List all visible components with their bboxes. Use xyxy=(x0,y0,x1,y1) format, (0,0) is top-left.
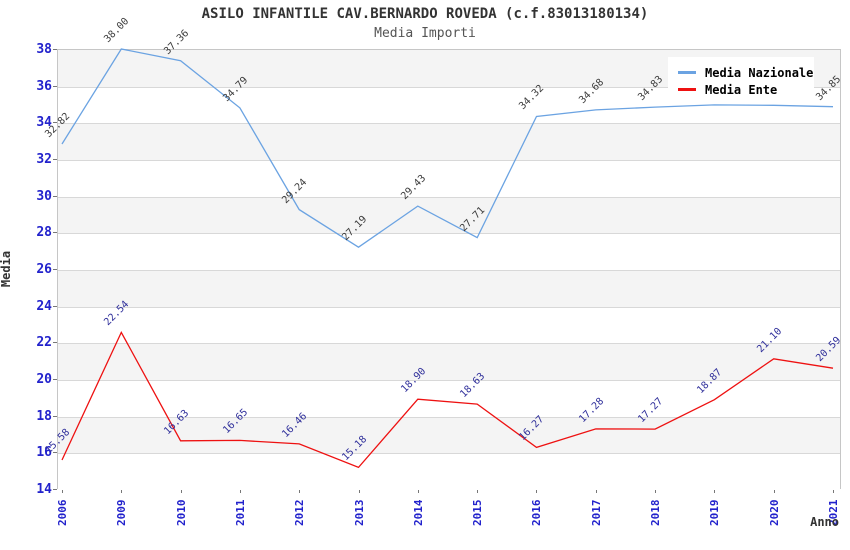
y-tick-mark xyxy=(53,489,57,490)
y-tick-mark xyxy=(53,415,57,417)
y-tick-mark xyxy=(53,122,57,124)
y-tick-mark xyxy=(53,305,57,307)
plot-band xyxy=(58,233,840,270)
media-nazionale-swatch-icon xyxy=(678,71,696,74)
x-tick-mark xyxy=(595,490,597,493)
y-tick-label: 16 xyxy=(36,445,52,461)
legend-box: Media Nazionale Media Ente xyxy=(668,57,814,104)
gridline xyxy=(58,196,840,198)
gridline xyxy=(58,380,840,381)
x-tick-mark xyxy=(536,490,538,493)
x-tick-mark xyxy=(714,490,716,493)
plot-band xyxy=(58,380,840,417)
gridline xyxy=(58,270,840,271)
gridline xyxy=(58,343,840,345)
y-tick-label: 34 xyxy=(36,115,52,131)
y-tick-mark xyxy=(53,232,57,234)
y-tick-mark xyxy=(53,379,57,380)
plot-band xyxy=(58,196,840,234)
plot-band xyxy=(58,306,840,344)
y-tick-label: 24 xyxy=(36,298,52,314)
plot-band xyxy=(58,343,840,380)
x-axis-title: Anno xyxy=(810,515,839,529)
y-tick-mark xyxy=(53,159,57,160)
x-tick-mark xyxy=(358,490,360,493)
gridline xyxy=(58,86,840,88)
x-tick-mark xyxy=(417,490,419,493)
x-tick-mark xyxy=(62,490,63,493)
y-tick-label: 26 xyxy=(36,262,52,277)
gridline xyxy=(58,233,840,235)
y-tick-label: 38 xyxy=(36,42,52,57)
x-tick-mark xyxy=(121,490,123,493)
y-tick-mark xyxy=(53,342,57,344)
legend-label: Media Nazionale xyxy=(705,65,814,80)
legend-item-media-ente: Media Ente xyxy=(678,81,806,98)
y-tick-mark xyxy=(53,195,57,197)
x-tick-mark xyxy=(180,490,182,493)
plot-band xyxy=(58,453,840,490)
gridline xyxy=(58,306,840,308)
plot-band xyxy=(58,416,840,454)
y-tick-mark xyxy=(53,49,57,50)
y-tick-label: 20 xyxy=(36,372,52,387)
plot-band xyxy=(58,270,840,307)
y-tick-label: 30 xyxy=(36,188,52,204)
y-tick-label: 36 xyxy=(36,78,52,94)
x-tick-mark xyxy=(299,490,301,493)
x-tick-mark xyxy=(773,490,775,493)
y-tick-label: 22 xyxy=(36,335,52,351)
gridline xyxy=(58,416,840,418)
x-tick-mark xyxy=(655,490,657,493)
y-tick-mark xyxy=(53,269,57,270)
x-tick-mark xyxy=(477,490,479,493)
y-tick-label: 32 xyxy=(36,152,52,167)
y-tick-label: 18 xyxy=(36,408,52,424)
plot-band xyxy=(58,160,840,197)
y-tick-mark xyxy=(53,452,57,454)
media-nazionale-line xyxy=(61,48,834,248)
y-tick-label: 28 xyxy=(36,225,52,241)
legend-item-media-nazionale: Media Nazionale xyxy=(678,64,813,81)
x-tick-mark xyxy=(239,490,241,493)
gridline xyxy=(58,160,840,161)
chart-title: ASILO INFANTILE CAV.BERNARDO ROVEDA (c.f… xyxy=(201,6,649,22)
chart-subtitle: Media Importi xyxy=(374,26,476,41)
plot-band xyxy=(58,123,840,160)
gridline xyxy=(58,453,840,455)
y-tick-label: 14 xyxy=(36,482,52,497)
media-ente-line xyxy=(61,330,834,469)
plot-area xyxy=(57,49,841,490)
gridline xyxy=(58,123,840,125)
y-tick-mark xyxy=(53,85,57,87)
x-tick-mark xyxy=(833,490,834,493)
media-ente-swatch-icon xyxy=(678,88,696,91)
legend-label: Media Ente xyxy=(705,82,778,97)
